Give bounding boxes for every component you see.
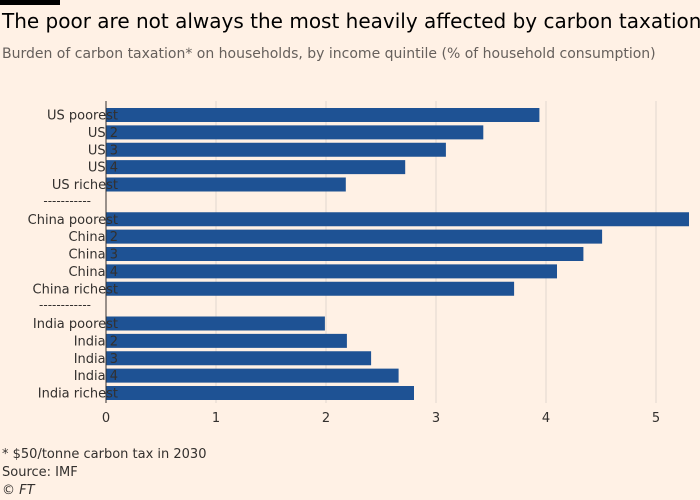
category-label: China 2 xyxy=(68,230,118,245)
x-tick-label: 3 xyxy=(432,411,440,426)
category-label: India 2 xyxy=(74,334,118,349)
category-label: US richest xyxy=(52,178,118,193)
x-tick-label: 5 xyxy=(652,411,660,426)
category-label: India poorest xyxy=(33,317,118,332)
category-label: US 4 xyxy=(88,161,118,176)
category-label: China 3 xyxy=(68,248,118,263)
category-label: India richest xyxy=(38,387,118,402)
bar xyxy=(106,108,540,122)
bar xyxy=(106,351,372,366)
bar xyxy=(106,160,406,175)
ft-credit: © FT xyxy=(2,483,35,498)
bar xyxy=(106,177,346,192)
separator-label: ----------- xyxy=(43,194,91,208)
category-label: China richest xyxy=(33,282,118,297)
footnote: * $50/tonne carbon tax in 2030 xyxy=(2,447,207,462)
bar xyxy=(106,333,347,348)
category-label: China 4 xyxy=(68,265,118,280)
x-tick-label: 1 xyxy=(212,411,220,426)
bar xyxy=(106,247,584,261)
chart-title: The poor are not always the most heavily… xyxy=(2,9,700,33)
bar xyxy=(106,386,414,400)
bar xyxy=(106,264,557,279)
source-note: Source: IMF xyxy=(2,465,78,480)
bar xyxy=(106,212,689,227)
bar xyxy=(106,368,399,383)
bar xyxy=(106,281,515,296)
x-tick-label: 2 xyxy=(322,411,330,426)
bar xyxy=(106,142,446,157)
x-tick-label: 4 xyxy=(542,411,550,426)
category-label: US 2 xyxy=(88,126,118,141)
category-label: US poorest xyxy=(47,109,118,124)
ft-brand-bar xyxy=(0,0,60,5)
bar xyxy=(106,316,325,331)
category-label: India 3 xyxy=(74,352,118,367)
category-label: India 4 xyxy=(74,369,118,384)
bar xyxy=(106,229,603,244)
category-label: China poorest xyxy=(28,213,118,228)
category-label: US 3 xyxy=(88,143,118,158)
separator-label: ------------ xyxy=(39,298,91,312)
x-tick-label: 0 xyxy=(102,411,110,426)
bar xyxy=(106,125,484,140)
chart-subtitle: Burden of carbon taxation* on households… xyxy=(2,46,656,62)
